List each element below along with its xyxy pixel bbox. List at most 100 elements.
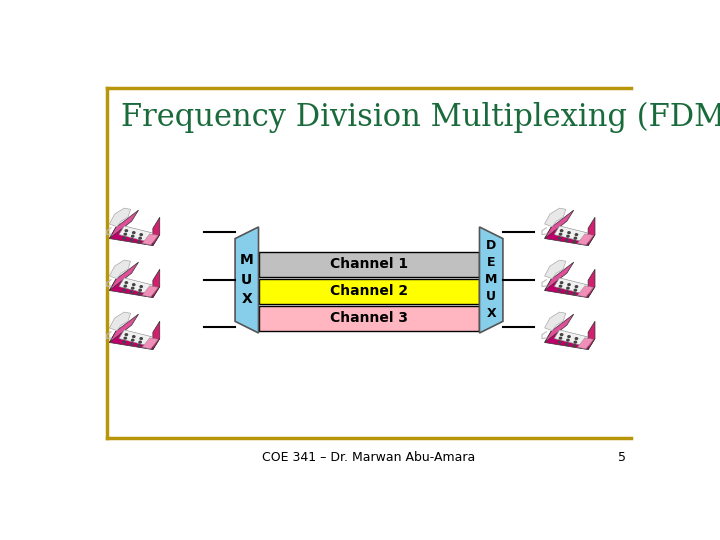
Circle shape — [573, 241, 575, 242]
Circle shape — [138, 345, 140, 347]
Polygon shape — [480, 227, 503, 333]
Circle shape — [575, 289, 577, 291]
Circle shape — [125, 334, 127, 335]
Polygon shape — [544, 227, 595, 246]
Polygon shape — [554, 278, 588, 294]
Circle shape — [567, 287, 569, 289]
Circle shape — [575, 341, 577, 343]
Polygon shape — [109, 312, 130, 330]
Circle shape — [560, 334, 563, 335]
Circle shape — [568, 232, 570, 233]
Circle shape — [559, 233, 562, 235]
Polygon shape — [109, 208, 130, 227]
Polygon shape — [143, 234, 158, 245]
Polygon shape — [544, 312, 566, 330]
Polygon shape — [588, 217, 595, 246]
Circle shape — [124, 233, 127, 235]
Polygon shape — [554, 330, 588, 346]
Circle shape — [123, 341, 125, 343]
Circle shape — [132, 232, 135, 233]
Circle shape — [138, 241, 140, 242]
Text: M
U
X: M U X — [240, 253, 253, 307]
Polygon shape — [544, 332, 595, 349]
Polygon shape — [577, 286, 593, 297]
Circle shape — [140, 286, 143, 287]
Polygon shape — [588, 269, 595, 298]
Circle shape — [575, 237, 577, 239]
Circle shape — [130, 239, 132, 241]
Polygon shape — [109, 260, 130, 279]
Circle shape — [132, 287, 134, 289]
Circle shape — [558, 237, 561, 239]
Polygon shape — [544, 262, 574, 291]
Circle shape — [123, 289, 125, 291]
Circle shape — [567, 339, 569, 341]
Circle shape — [566, 239, 568, 241]
Circle shape — [575, 234, 577, 235]
Circle shape — [124, 338, 127, 339]
Circle shape — [575, 338, 577, 340]
Circle shape — [560, 230, 563, 232]
Text: 5: 5 — [618, 451, 626, 464]
Circle shape — [124, 285, 127, 287]
Text: Channel 2: Channel 2 — [330, 285, 408, 299]
Polygon shape — [109, 332, 160, 349]
Bar — [258, 306, 480, 331]
Polygon shape — [109, 280, 160, 298]
Polygon shape — [109, 227, 160, 246]
Polygon shape — [588, 321, 595, 349]
Bar — [258, 279, 480, 304]
Circle shape — [566, 291, 568, 293]
Circle shape — [568, 336, 570, 338]
Polygon shape — [577, 338, 593, 349]
Circle shape — [123, 237, 125, 239]
Circle shape — [125, 230, 127, 232]
Circle shape — [130, 343, 132, 345]
Bar — [258, 252, 480, 277]
Text: D
E
M
U
X: D E M U X — [485, 239, 498, 320]
Circle shape — [573, 345, 575, 347]
Polygon shape — [109, 210, 138, 239]
Circle shape — [138, 293, 140, 294]
Circle shape — [573, 293, 575, 294]
Text: COE 341 – Dr. Marwan Abu-Amara: COE 341 – Dr. Marwan Abu-Amara — [262, 451, 476, 464]
Circle shape — [130, 291, 132, 293]
Polygon shape — [143, 286, 158, 297]
Circle shape — [132, 284, 135, 286]
Polygon shape — [109, 314, 138, 342]
Circle shape — [559, 285, 562, 287]
Circle shape — [140, 234, 143, 235]
Polygon shape — [119, 226, 153, 242]
Polygon shape — [544, 280, 595, 298]
Text: Frequency Division Multiplexing (FDM): Frequency Division Multiplexing (FDM) — [121, 102, 720, 133]
Circle shape — [567, 235, 569, 237]
Polygon shape — [119, 278, 153, 294]
Circle shape — [139, 289, 141, 291]
Polygon shape — [153, 217, 160, 246]
Polygon shape — [544, 260, 566, 279]
Circle shape — [125, 282, 127, 284]
Text: Channel 1: Channel 1 — [330, 258, 408, 272]
Circle shape — [560, 282, 563, 284]
Circle shape — [132, 339, 134, 341]
Polygon shape — [544, 314, 574, 342]
Circle shape — [139, 237, 141, 239]
Circle shape — [558, 289, 561, 291]
Circle shape — [139, 341, 141, 343]
Circle shape — [140, 338, 143, 340]
Polygon shape — [554, 226, 588, 242]
Polygon shape — [235, 227, 258, 333]
Circle shape — [566, 343, 568, 345]
Polygon shape — [143, 338, 158, 349]
Polygon shape — [153, 269, 160, 298]
Polygon shape — [109, 262, 138, 291]
Circle shape — [132, 336, 135, 338]
Circle shape — [559, 338, 562, 339]
Circle shape — [558, 341, 561, 343]
Polygon shape — [544, 210, 574, 239]
Polygon shape — [544, 208, 566, 227]
Polygon shape — [119, 330, 153, 346]
Text: Channel 3: Channel 3 — [330, 312, 408, 326]
Polygon shape — [153, 321, 160, 349]
Circle shape — [132, 235, 134, 237]
